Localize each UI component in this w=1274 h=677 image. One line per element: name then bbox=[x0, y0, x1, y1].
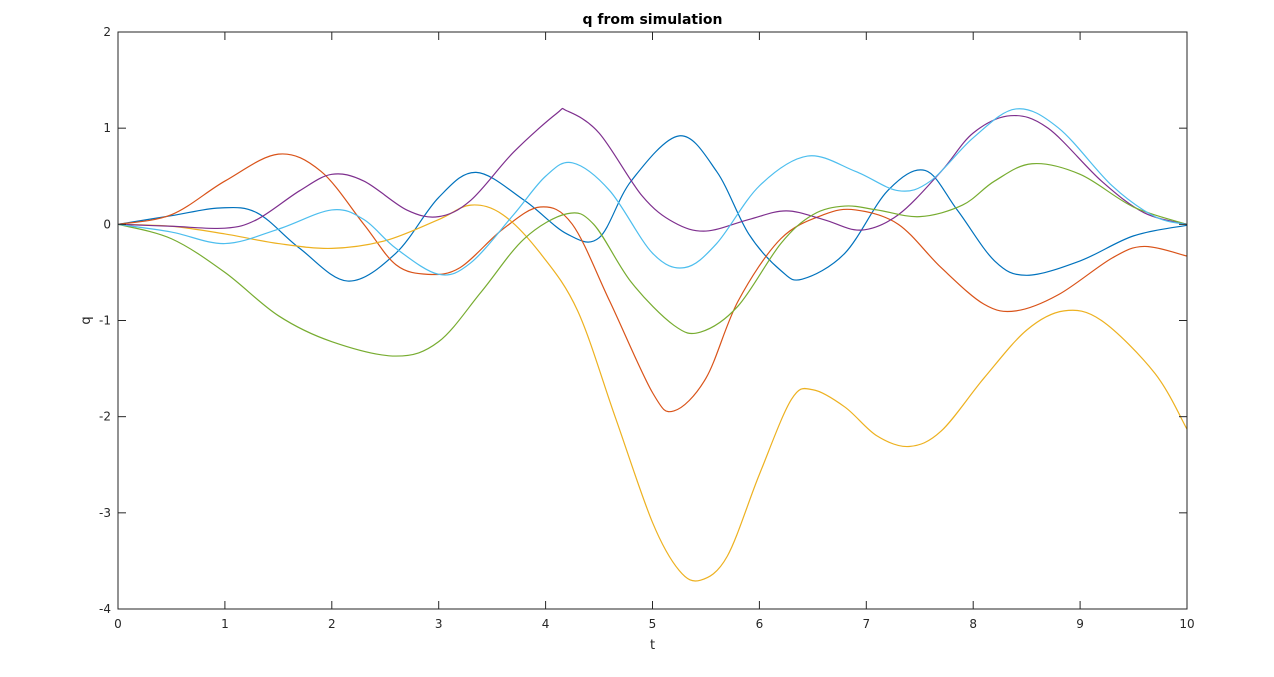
x-tick-label: 2 bbox=[328, 617, 336, 631]
x-tick-label: 8 bbox=[969, 617, 977, 631]
x-tick-label: 4 bbox=[542, 617, 550, 631]
y-tick-label: 1 bbox=[103, 121, 111, 135]
series-line-6 bbox=[117, 108, 1188, 276]
x-tick-label: 5 bbox=[649, 617, 657, 631]
y-tick-label: -2 bbox=[99, 410, 111, 424]
x-tick-label: 6 bbox=[756, 617, 764, 631]
series-line-2 bbox=[117, 153, 1188, 413]
x-tick-label: 10 bbox=[1179, 617, 1194, 631]
plot-lines bbox=[117, 107, 1188, 582]
y-tick-label: -3 bbox=[99, 506, 111, 520]
axis-ticks bbox=[117, 31, 1188, 610]
tick-labels: 0 1 2 3 4 5 6 7 8 9 10 -4 -3 -2 -1 0 1 2 bbox=[99, 25, 1195, 631]
y-tick-label: 2 bbox=[103, 25, 111, 39]
x-tick-label: 3 bbox=[435, 617, 443, 631]
series-line-3 bbox=[117, 204, 1188, 582]
x-tick-label: 0 bbox=[114, 617, 122, 631]
y-tick-label: -1 bbox=[99, 314, 111, 328]
series-line-5 bbox=[117, 162, 1188, 357]
chart-title: q from simulation bbox=[583, 12, 723, 28]
y-axis-label: q bbox=[79, 316, 94, 324]
y-tick-label: -4 bbox=[99, 602, 111, 616]
x-axis-label: t bbox=[650, 638, 655, 653]
x-tick-label: 7 bbox=[862, 617, 870, 631]
series-line-1 bbox=[117, 135, 1188, 282]
x-tick-label: 1 bbox=[221, 617, 229, 631]
x-tick-label: 9 bbox=[1076, 617, 1084, 631]
y-tick-label: 0 bbox=[103, 217, 111, 231]
series-line-4 bbox=[117, 107, 1188, 232]
